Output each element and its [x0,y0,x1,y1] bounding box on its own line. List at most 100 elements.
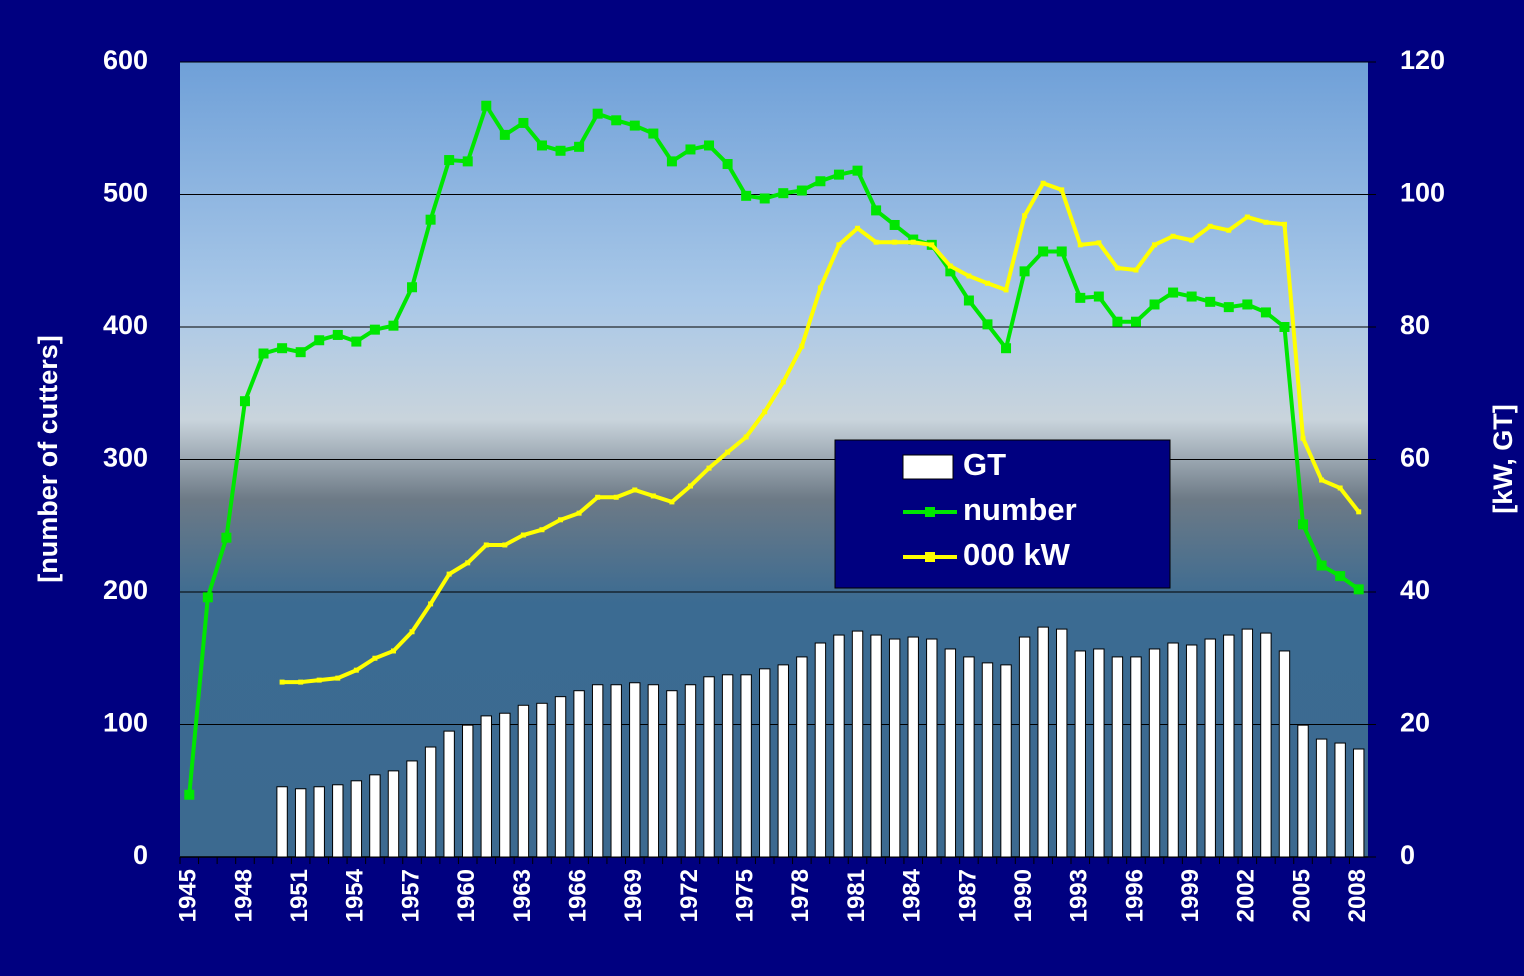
line-marker [1316,560,1327,571]
line-marker [298,679,304,685]
bar [907,636,919,858]
line-marker [815,176,826,187]
line-marker [444,155,455,166]
line-marker [833,169,844,180]
line-marker [1260,307,1271,318]
x-tick-label: 1984 [899,868,926,922]
line-marker [462,156,473,167]
x-tick-label: 1999 [1177,869,1204,922]
line-marker [1337,485,1343,491]
legend-label: 000 kW [963,537,1071,572]
line-marker [369,324,380,335]
y-tick-label: 0 [133,840,148,870]
line-marker [1059,187,1065,193]
bar [387,770,400,858]
bar [1056,628,1068,858]
line-marker [409,629,415,635]
line-marker [351,336,362,347]
line-marker [592,108,603,119]
line-marker [910,239,916,245]
line-marker [520,532,526,538]
bar [313,786,325,858]
line-marker [1189,237,1195,243]
y2-tick-label: 0 [1400,840,1415,870]
line-marker [502,542,508,548]
line-marker [687,483,693,489]
x-tick-label: 2005 [1288,869,1315,922]
line-marker [388,320,399,331]
bar [1148,648,1161,858]
line-marker [947,263,953,269]
bar [573,690,585,858]
y2-tick-label: 80 [1400,310,1430,340]
line-marker [1353,584,1364,595]
bar [332,784,344,858]
line-marker [706,465,712,471]
line-marker [963,295,974,306]
bar [684,684,697,858]
line-marker [1242,299,1253,310]
x-tick-label: 1957 [397,869,424,922]
line-marker [574,141,585,152]
x-tick-label: 1996 [1121,869,1148,922]
bar [517,704,530,858]
legend-marker [925,507,935,517]
bar [759,668,771,858]
bar [480,715,492,858]
line-marker [558,517,564,523]
line-marker [1170,233,1176,239]
line-marker [1114,265,1120,271]
bar [814,642,827,858]
line-marker [632,487,638,493]
y-tick-label: 300 [103,443,148,473]
line-marker [332,329,343,340]
bar [870,634,882,858]
bar [944,648,957,858]
bar [647,684,660,858]
bar [1037,626,1049,858]
bar [1204,638,1216,858]
bar [554,696,567,858]
bar [888,638,901,858]
line-marker [536,140,547,151]
bar [1093,648,1105,858]
line-marker [1356,509,1362,515]
line-marker [1149,299,1160,310]
line-marker [889,219,900,230]
line-marker [483,542,489,548]
x-tick-label: 2002 [1233,869,1260,922]
line-marker [1281,221,1287,227]
bar [462,724,474,858]
legend-box [834,439,1171,589]
line-marker [1040,180,1046,186]
line-marker [1130,316,1141,327]
bar [1111,656,1124,858]
line-marker [741,190,752,201]
line-marker [407,282,418,293]
legend-marker [925,552,935,562]
line-marker [1001,343,1012,354]
line-marker [1168,287,1179,298]
bar [963,656,975,858]
line-marker [518,117,529,128]
x-tick-label: 1960 [453,869,480,922]
line-marker [1003,287,1009,293]
line-marker [1226,227,1232,233]
line-marker [1075,292,1086,303]
y2-tick-label: 120 [1400,45,1445,75]
line-marker [1263,219,1269,225]
line-marker [799,343,805,349]
line-marker [629,120,640,131]
bar [926,638,938,858]
line-marker [725,449,731,455]
bar [276,786,288,858]
bar [1223,634,1235,858]
y-tick-label: 400 [103,310,148,340]
line-marker [984,280,990,286]
bar [1353,748,1365,858]
x-tick-label: 2008 [1344,869,1371,922]
legend-label: number [963,492,1077,527]
line-marker [778,188,789,199]
line-marker [1019,266,1030,277]
